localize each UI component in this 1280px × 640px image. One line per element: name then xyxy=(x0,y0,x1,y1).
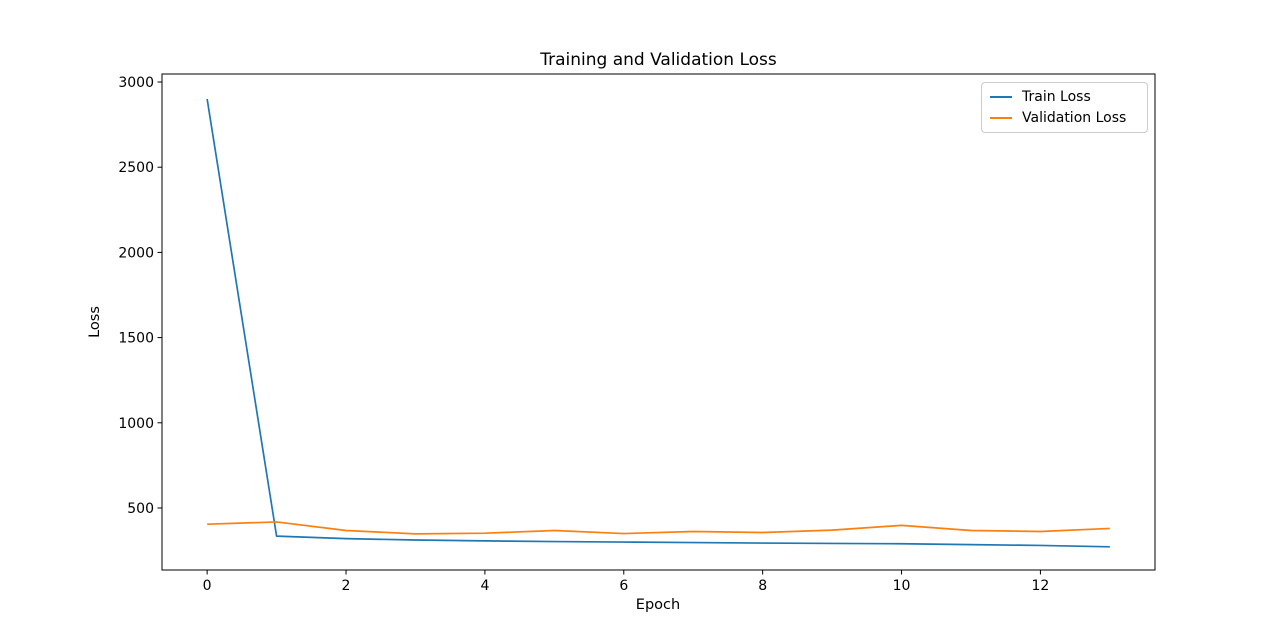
y-tick-label: 2000 xyxy=(118,245,154,261)
legend-item-validation-loss: Validation Loss xyxy=(990,110,1137,126)
plot-frame xyxy=(161,73,1156,571)
legend: Train Loss Validation Loss xyxy=(981,82,1148,133)
x-tick-label: 0 xyxy=(203,578,212,594)
train-loss-line-swatch xyxy=(990,96,1012,99)
train-loss-line xyxy=(206,98,1110,548)
validation-loss-line xyxy=(207,521,1110,535)
chart-title: Training and Validation Loss xyxy=(540,50,777,70)
y-tick-label: 1000 xyxy=(118,416,154,432)
validation-loss-line-swatch xyxy=(990,116,1012,119)
y-tick-label: 3000 xyxy=(118,75,154,91)
y-tick-label: 2500 xyxy=(118,160,154,176)
x-tick-label: 4 xyxy=(480,578,489,594)
x-tick-label: 2 xyxy=(342,578,351,594)
y-tick-label: 500 xyxy=(127,501,154,517)
x-tick-label: 8 xyxy=(758,578,767,594)
y-axis-label: Loss xyxy=(87,306,103,338)
legend-label-train-loss: Train Loss xyxy=(1022,89,1091,106)
x-tick-label: 6 xyxy=(619,578,628,594)
legend-item-train-loss: Train Loss xyxy=(990,89,1137,105)
legend-label-validation-loss: Validation Loss xyxy=(1022,109,1127,126)
y-tick-label: 1500 xyxy=(118,331,154,347)
x-tick-label: 12 xyxy=(1032,578,1050,594)
x-tick-label: 10 xyxy=(893,578,911,594)
x-axis-label: Epoch xyxy=(635,597,681,613)
